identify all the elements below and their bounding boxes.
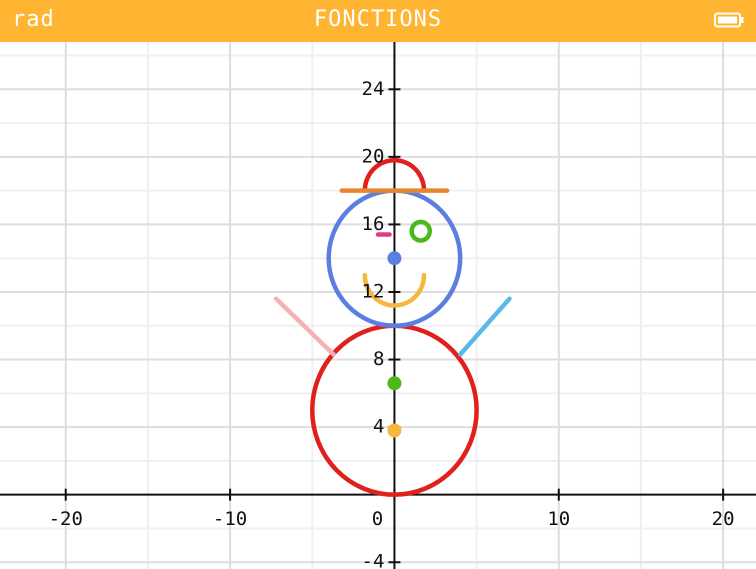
y-tick-label: 20 <box>362 145 385 167</box>
battery-full-icon <box>714 12 744 28</box>
hat-dome <box>362 157 427 193</box>
left-arm <box>273 296 336 357</box>
app-title: FONCTIONS <box>313 7 443 32</box>
y-tick-label: 16 <box>362 213 385 235</box>
y-tick-label: 8 <box>373 348 384 370</box>
axes <box>0 42 756 569</box>
angle-mode-indicator: rad <box>12 7 55 32</box>
x-tick-label: 0 <box>372 508 383 530</box>
y-tick-label: 12 <box>362 280 385 302</box>
button-top <box>387 376 402 391</box>
y-tick-label: -4 <box>362 551 385 569</box>
points <box>387 251 402 438</box>
graph-view[interactable]: -20 -10 0 10 20 -4 4 8 12 16 20 24 <box>0 42 756 569</box>
smile <box>362 272 427 308</box>
right-arm <box>457 296 512 357</box>
right-eye <box>409 219 433 243</box>
button-bottom <box>387 423 402 438</box>
title-bar: rad FONCTIONS <box>0 0 756 42</box>
tick-marks <box>64 88 725 564</box>
tick-labels: -20 -10 0 10 20 -4 4 8 12 16 20 24 <box>49 78 735 569</box>
curves <box>273 157 512 497</box>
y-tick-label: 24 <box>362 78 385 100</box>
minor-gridlines <box>0 42 756 569</box>
x-tick-label: 20 <box>712 508 735 530</box>
major-gridlines <box>0 42 756 569</box>
x-tick-label: -20 <box>49 508 83 530</box>
function-plot[interactable]: -20 -10 0 10 20 -4 4 8 12 16 20 24 <box>0 42 756 569</box>
y-tick-label: 4 <box>373 416 384 438</box>
head-center <box>387 251 402 266</box>
x-tick-label: -10 <box>213 508 247 530</box>
x-tick-label: 10 <box>547 508 570 530</box>
